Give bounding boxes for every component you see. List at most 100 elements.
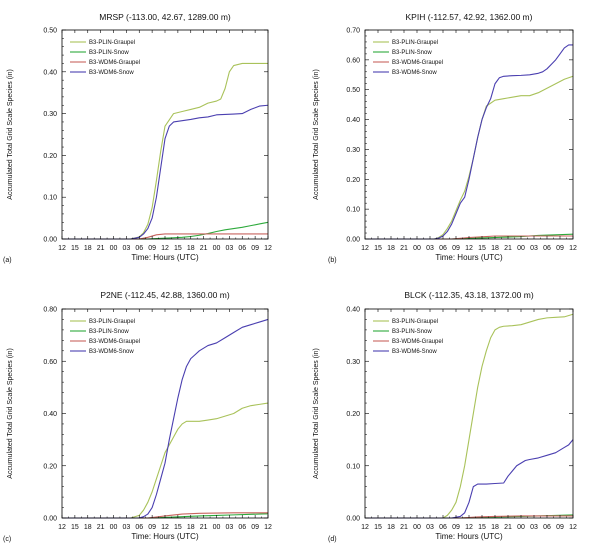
series-line-b3-plin-graupel: [62, 62, 268, 240]
x-tick-label: 12: [569, 245, 577, 252]
x-tick-label: 12: [465, 524, 473, 531]
series-line-b3-wdm6-snow: [365, 44, 573, 240]
x-tick-label: 00: [110, 245, 118, 252]
legend-entry: B3-WDM6-Graupel: [89, 60, 140, 66]
y-tick-label: 0.60: [346, 57, 360, 64]
legend-entry: B3-PLIN-Graupel: [89, 319, 135, 325]
legend: B3-PLIN-Graupel B3-PLIN-Snow B3-WDM6-Graup…: [70, 319, 140, 355]
legend-entry: B3-PLIN-Snow: [89, 50, 129, 56]
x-tick-label: 03: [225, 524, 233, 531]
series-line-b3-wdm6-snow: [62, 104, 269, 240]
y-tick-label: 0.20: [43, 153, 57, 160]
legend-entry: B3-PLIN-Graupel: [392, 40, 438, 46]
panel-label: (c): [3, 536, 11, 543]
y-axis-label: Accumulated Total Grid Scale Species (in…: [7, 69, 14, 200]
y-tick-label: 0.20: [346, 411, 360, 418]
x-tick-label: 12: [569, 524, 577, 531]
x-tick-label: 09: [251, 245, 259, 252]
legend-entry: B3-WDM6-Snow: [392, 349, 437, 355]
y-axis-label: Accumulated Total Grid Scale Species (in…: [313, 69, 320, 200]
x-tick-label: 15: [478, 524, 486, 531]
y-tick-label: 0.10: [346, 463, 360, 470]
panel-label: (a): [3, 257, 12, 264]
series-line-b3-plin-graupel: [365, 75, 574, 240]
x-tick-label: 03: [530, 245, 538, 252]
panel-label: (b): [328, 257, 337, 264]
x-tick-label: 15: [71, 245, 79, 252]
chart-title: BLCK (-112.35, 43.18, 1372.00 m): [404, 290, 533, 300]
x-tick-label: 15: [71, 524, 79, 531]
x-tick-label: 09: [148, 524, 156, 531]
series-line-b3-plin-graupel: [365, 313, 574, 519]
x-tick-label: 18: [187, 524, 195, 531]
x-axis-label: Time: Hours (UTC): [435, 253, 503, 262]
chart-panel-1: MRSP (-113.00, 42.67, 1289.00 m) 12 15 18 21…: [3, 12, 272, 264]
x-tick-label: 06: [543, 245, 551, 252]
y-tick-label: 0.40: [43, 69, 57, 76]
y-axis-label: Accumulated Total Grid Scale Species (in…: [7, 348, 14, 479]
legend-entry: B3-PLIN-Snow: [89, 329, 129, 335]
y-tick-label: 0.80: [43, 307, 57, 314]
x-tick-label: 00: [213, 245, 221, 252]
y-tick-label: 0.00: [346, 237, 360, 244]
chart-title: KPIH (-112.57, 42.92, 1362.00 m): [406, 12, 533, 22]
x-tick-label: 21: [400, 524, 408, 531]
x-tick-label: 21: [504, 524, 512, 531]
y-tick-label: 0.30: [43, 111, 57, 118]
x-axis-label: Time: Hours (UTC): [435, 532, 503, 541]
legend-entry: B3-PLIN-Snow: [392, 50, 432, 56]
x-tick-label: 21: [200, 245, 208, 252]
y-tick-label: 0.40: [346, 307, 360, 314]
x-tick-label: 03: [426, 524, 434, 531]
x-tick-label: 18: [387, 524, 395, 531]
chart-title: MRSP (-113.00, 42.67, 1289.00 m): [99, 12, 231, 22]
x-tick-label: 15: [174, 524, 182, 531]
y-tick-label: 0.50: [346, 87, 360, 94]
chart-panel-4: BLCK (-112.35, 43.18, 1372.00 m) 12 15 18 21…: [313, 290, 577, 543]
series-line-b3-plin-graupel: [62, 402, 269, 519]
y-tick-label: 0.50: [43, 28, 57, 35]
y-tick-label: 0.00: [43, 516, 57, 523]
x-tick-label: 12: [58, 524, 66, 531]
legend-entry: B3-WDM6-Snow: [392, 70, 437, 76]
legend-entry: B3-WDM6-Snow: [89, 349, 134, 355]
x-tick-label: 00: [413, 524, 421, 531]
x-tick-label: 09: [556, 245, 564, 252]
legend-entry: B3-WDM6-Graupel: [89, 339, 140, 345]
series-line-b3-wdm6-snow: [365, 439, 574, 519]
chart-title: P2NE (-112.45, 42.88, 1360.00 m): [100, 290, 229, 300]
x-tick-label: 12: [161, 245, 169, 252]
x-tick-label: 15: [174, 245, 182, 252]
x-tick-label: 06: [135, 524, 143, 531]
x-tick-label: 06: [543, 524, 551, 531]
x-tick-label: 06: [439, 524, 447, 531]
legend-entry: B3-WDM6-Graupel: [392, 339, 443, 345]
x-tick-label: 09: [148, 245, 156, 252]
x-tick-label: 21: [97, 524, 105, 531]
x-tick-label: 15: [374, 245, 382, 252]
x-tick-label: 09: [251, 524, 259, 531]
x-tick-label: 12: [465, 245, 473, 252]
y-tick-label: 0.40: [346, 117, 360, 124]
x-tick-label: 12: [161, 524, 169, 531]
x-tick-label: 00: [517, 245, 525, 252]
x-tick-label: 00: [413, 245, 421, 252]
y-tick-label: 0.70: [346, 28, 360, 35]
y-tick-label: 0.20: [346, 177, 360, 184]
panel-label: (d): [328, 536, 337, 543]
y-tick-label: 0.40: [43, 411, 57, 418]
x-tick-label: 18: [387, 245, 395, 252]
x-tick-label: 12: [264, 245, 272, 252]
x-tick-label: 18: [491, 245, 499, 252]
y-tick-label: 0.10: [346, 207, 360, 214]
x-tick-label: 09: [452, 245, 460, 252]
y-tick-label: 0.10: [43, 195, 57, 202]
x-tick-label: 21: [200, 524, 208, 531]
x-tick-label: 03: [122, 524, 130, 531]
x-tick-label: 21: [97, 245, 105, 252]
x-tick-label: 00: [517, 524, 525, 531]
x-tick-label: 06: [135, 245, 143, 252]
y-tick-label: 0.20: [43, 463, 57, 470]
y-tick-label: 0.00: [346, 516, 360, 523]
